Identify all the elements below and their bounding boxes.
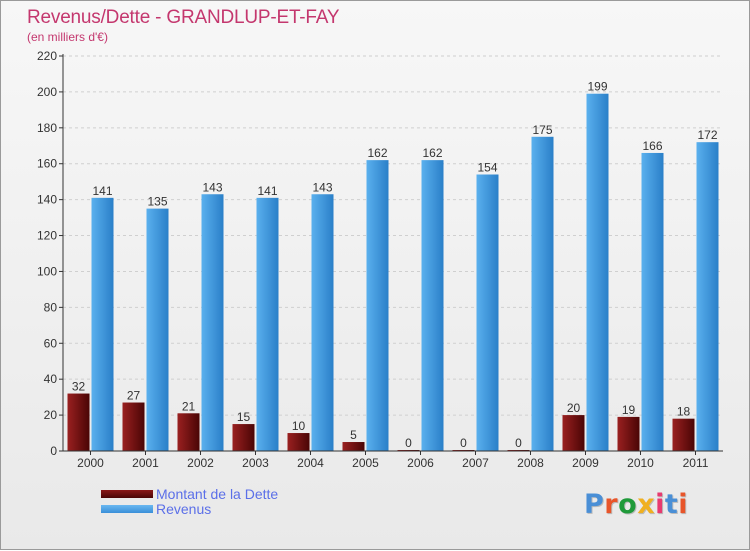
- y-tick-label: 60: [44, 336, 58, 350]
- y-tick-label: 220: [37, 49, 57, 63]
- data-label-dette: 0: [460, 436, 467, 450]
- y-tick-label: 140: [37, 193, 57, 207]
- bar-revenus-2003: [256, 197, 279, 451]
- data-label-revenus: 175: [532, 123, 552, 137]
- y-tick-label: 120: [37, 229, 57, 243]
- logo-letter: t: [664, 489, 679, 520]
- x-tick-label: 2010: [627, 456, 654, 470]
- y-tick-label: 0: [50, 444, 57, 458]
- y-tick-label: 100: [37, 264, 57, 278]
- data-label-revenus: 141: [257, 184, 277, 198]
- bar-dette-2009: [562, 415, 585, 451]
- bar-revenus-2000: [91, 197, 114, 451]
- chart-subtitle: (en milliers d'€): [27, 30, 108, 44]
- proxiti-logo: Proxiti: [584, 489, 688, 520]
- bar-dette-2011: [672, 418, 695, 451]
- logo-letter: P: [584, 489, 605, 520]
- x-tick-label: 2011: [683, 456, 709, 470]
- bar-dette-2003: [232, 424, 255, 451]
- data-label-dette: 32: [72, 380, 86, 394]
- data-label-dette: 18: [677, 405, 691, 419]
- bar-revenus-2006: [421, 160, 444, 452]
- bar-revenus-2007: [476, 174, 499, 451]
- data-label-revenus: 199: [587, 80, 607, 94]
- data-label-dette: 15: [237, 410, 251, 424]
- y-tick-label: 20: [44, 408, 58, 422]
- bar-revenus-2005: [366, 160, 389, 452]
- bar-revenus-2010: [641, 152, 664, 452]
- data-label-revenus: 135: [147, 195, 167, 209]
- legend-swatch-dette: [101, 490, 153, 498]
- x-tick-label: 2006: [407, 456, 434, 470]
- bar-dette-2005: [342, 442, 365, 451]
- data-label-dette: 19: [622, 403, 636, 417]
- bar-revenus-2008: [531, 136, 554, 451]
- data-label-revenus: 143: [312, 180, 332, 194]
- data-label-revenus: 154: [477, 161, 497, 175]
- x-tick-label: 2001: [132, 456, 159, 470]
- bar-dette-2004: [287, 433, 310, 451]
- data-label-dette: 0: [405, 436, 412, 450]
- logo-letter: r: [604, 489, 619, 520]
- x-tick-label: 2003: [242, 456, 269, 470]
- x-tick-label: 2002: [187, 456, 214, 470]
- data-label-revenus: 166: [642, 139, 662, 153]
- x-tick-label: 2007: [462, 456, 489, 470]
- legend-label-dette: Montant de la Dette: [156, 486, 279, 502]
- y-tick-label: 80: [44, 300, 58, 314]
- bar-dette-2000: [67, 393, 90, 451]
- data-label-revenus: 141: [92, 184, 112, 198]
- y-tick-label: 160: [37, 157, 57, 171]
- x-tick-label: 2005: [352, 456, 379, 470]
- data-label-dette: 10: [292, 419, 306, 433]
- data-label-dette: 5: [350, 428, 357, 442]
- data-label-dette: 20: [567, 401, 581, 415]
- bar-dette-2010: [617, 416, 640, 451]
- bar-revenus-2009: [586, 93, 609, 452]
- logo-letter: x: [637, 489, 656, 520]
- y-tick-label: 180: [37, 121, 57, 135]
- legend-swatch-revenus: [101, 505, 153, 513]
- x-tick-label: 2000: [77, 456, 104, 470]
- data-label-dette: 27: [127, 389, 141, 403]
- y-tick-label: 200: [37, 85, 57, 99]
- x-tick-label: 2008: [517, 456, 544, 470]
- chart-title: Revenus/Dette - GRANDLUP-ET-FAY: [27, 7, 340, 28]
- data-label-revenus: 143: [202, 180, 222, 194]
- logo-letter: i: [678, 489, 689, 520]
- data-label-revenus: 162: [422, 146, 442, 160]
- logo-letter: i: [655, 489, 665, 520]
- bar-revenus-2004: [311, 194, 334, 451]
- data-label-revenus: 162: [367, 146, 387, 160]
- legend-label-revenus: Revenus: [156, 501, 212, 517]
- data-label-dette: 0: [515, 436, 522, 450]
- bar-dette-2002: [177, 413, 200, 451]
- y-tick-label: 40: [44, 372, 58, 386]
- data-label-revenus: 172: [697, 128, 717, 142]
- x-tick-label: 2004: [297, 456, 324, 470]
- bar-revenus-2011: [696, 142, 719, 451]
- bar-dette-2001: [122, 402, 145, 451]
- logo-letter: o: [618, 489, 638, 520]
- bar-revenus-2001: [146, 208, 169, 451]
- x-tick-label: 2009: [572, 456, 599, 470]
- bar-revenus-2002: [201, 194, 224, 451]
- data-label-dette: 21: [182, 399, 196, 413]
